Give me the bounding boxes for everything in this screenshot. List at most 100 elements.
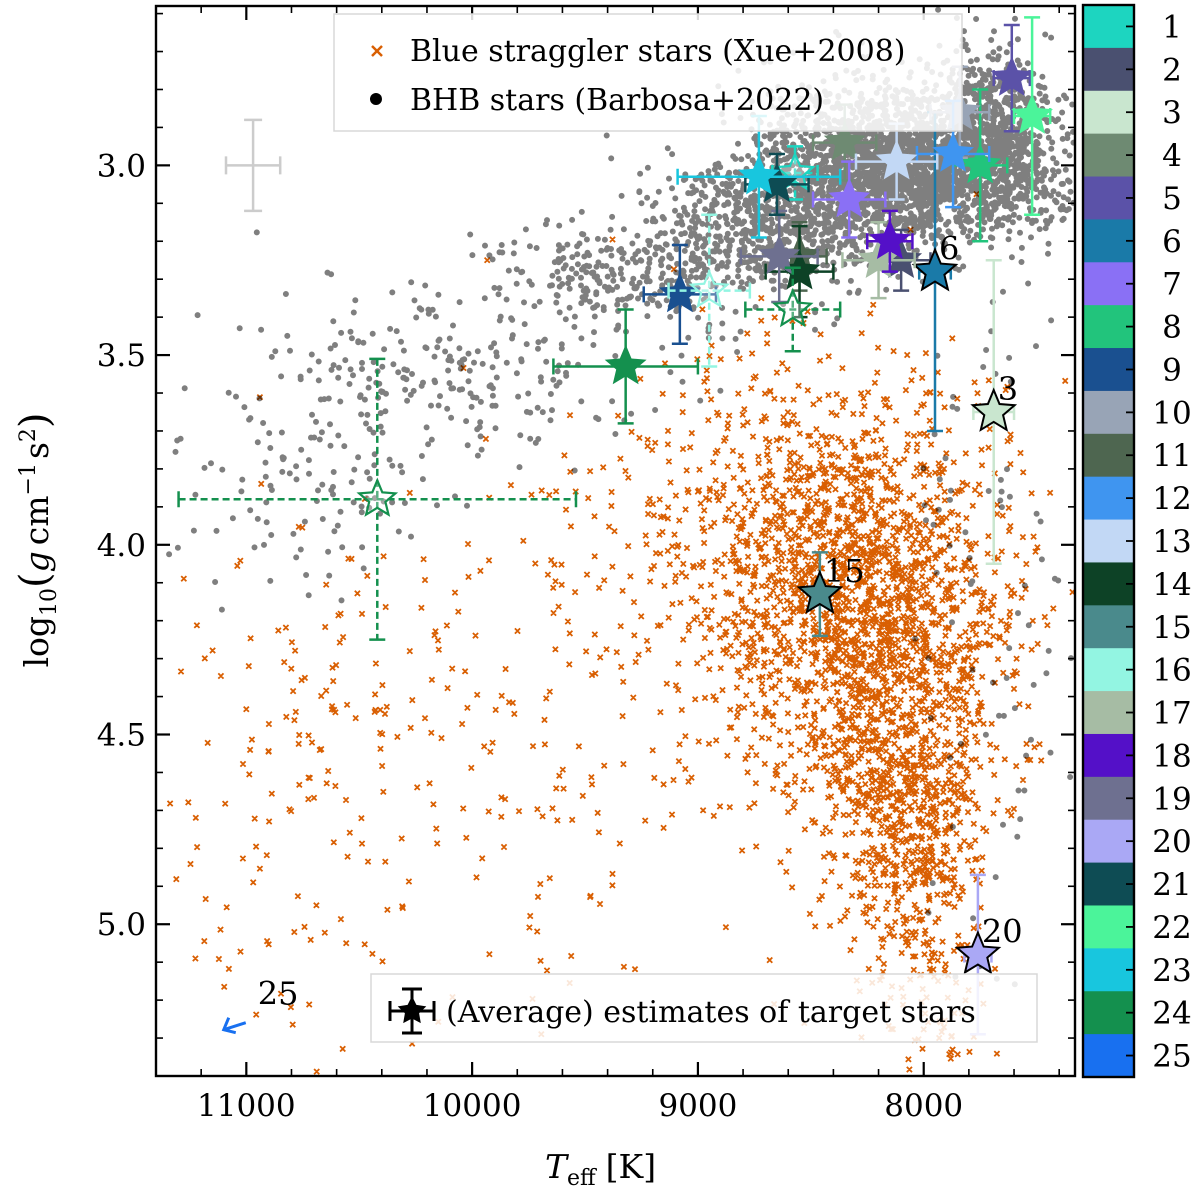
colorbar-label-3: 3: [1162, 95, 1182, 131]
legend-bhb-label: BHB stars (Barbosa+2022): [410, 83, 824, 118]
x-tick-label: 11000: [197, 1088, 296, 1124]
target-star-9: [642, 243, 718, 345]
target-star-12-marker: [932, 132, 974, 172]
legend-top-box: [333, 13, 963, 132]
colorbar-label-11: 11: [1152, 438, 1191, 474]
target-star-4-marker: [823, 120, 866, 161]
colorbar-label-24: 24: [1152, 996, 1191, 1032]
colorbar-swatch-20: [1083, 819, 1134, 864]
target-star-25-label: 25: [258, 975, 299, 1013]
bss-points: [166, 190, 1075, 1075]
target-star-24: [744, 266, 842, 353]
target-star-20: 20: [954, 873, 1023, 1036]
colorbar-swatch-9: [1083, 348, 1134, 392]
colorbar-label-19: 19: [1152, 781, 1191, 817]
target-star-13-marker: [875, 139, 918, 180]
colorbar-label-23: 23: [1152, 953, 1191, 989]
target-star-24: [552, 308, 700, 425]
colorbar-swatch-17: [1083, 691, 1134, 735]
colorbar-label-10: 10: [1152, 395, 1191, 431]
y-tick-label: 4.0: [97, 528, 146, 564]
y-tick-label: 5.0: [97, 907, 146, 943]
target-star-25-arrow: [221, 1017, 247, 1035]
legend-bhb-marker: [370, 93, 382, 105]
target-star-7-marker: [828, 177, 871, 218]
target-star-15-label: 15: [824, 552, 865, 590]
target-star-3: 3: [970, 258, 1018, 566]
target-star-20-marker: [954, 929, 1002, 975]
target-star-16: [667, 213, 752, 368]
colorbar-swatch-3: [1083, 90, 1134, 135]
target-star-15: 15: [796, 551, 865, 638]
colorbar-swatch-19: [1083, 776, 1134, 821]
target-star-22: [1011, 16, 1053, 216]
x-tick-label: 10000: [423, 1088, 522, 1124]
target-star-6-label: 6: [939, 230, 959, 268]
colorbar-swatch-23: [1083, 948, 1134, 992]
colorbar-label-14: 14: [1152, 567, 1191, 603]
colorbar-swatch-16: [1083, 648, 1134, 692]
colorbar-label-13: 13: [1152, 524, 1191, 560]
colorbar-swatch-25: [1083, 1034, 1134, 1078]
colorbar-swatch-5: [1083, 176, 1134, 220]
target-star-23-marker: [738, 154, 780, 195]
target-star-6: 6: [911, 110, 959, 433]
colorbar-label-12: 12: [1152, 481, 1191, 517]
target-star-18-marker: [868, 219, 911, 259]
colorbar-swatch-4: [1083, 133, 1134, 178]
legend-top: Blue straggler stars (Xue+2008) BHB star…: [333, 13, 963, 132]
colorbar-swatch-18: [1083, 733, 1134, 778]
x-axis-label: Teff [K]: [545, 1147, 656, 1191]
target-star-22-marker: [1011, 94, 1053, 134]
target-star-16-marker: [688, 268, 731, 309]
colorbar-label-5: 5: [1162, 181, 1182, 217]
reference-errorbar: [224, 118, 282, 213]
colorbar-label-25: 25: [1152, 1039, 1191, 1075]
legend-target-marker: [388, 987, 436, 1035]
target-star-3-marker: [970, 387, 1018, 432]
legend-target-label: (Average) estimates of target stars: [446, 995, 976, 1030]
x-tick-label: 8000: [884, 1088, 963, 1124]
target-star-9-marker: [658, 272, 701, 313]
plot-frame: [154, 4, 1077, 1078]
target-star-3-label: 3: [998, 370, 1018, 408]
legend-bss-marker: [371, 45, 383, 57]
target-star-24: [177, 357, 578, 641]
target-star-21-marker: [756, 162, 798, 203]
colorbar-swatch-15: [1083, 605, 1134, 649]
y-axis-label: log10(gcm−1s2): [12, 412, 62, 667]
bss-scatter: [166, 190, 1075, 1075]
legend-bottom: (Average) estimates of target stars: [370, 973, 1038, 1043]
colorbar-swatch-7: [1083, 262, 1134, 306]
colorbar-label-21: 21: [1152, 867, 1191, 903]
target-star-24-marker: [604, 344, 647, 385]
bhb-scatter: [166, 6, 1075, 988]
target-star-5-marker: [990, 56, 1033, 96]
plot-area: 3 6 15 20: [166, 6, 1075, 1075]
colorbar-swatch-8: [1083, 305, 1134, 349]
target-star-15-marker: [796, 569, 844, 615]
target-star-14-marker: [778, 249, 821, 290]
colorbar-swatch-13: [1083, 519, 1134, 563]
colorbar-swatch-2: [1083, 47, 1134, 92]
colorbar-swatch-11: [1083, 433, 1134, 478]
colorbar-label-8: 8: [1162, 310, 1182, 346]
colorbar-swatch-1: [1083, 5, 1134, 49]
target-stars: 3 6 15 20: [177, 16, 1053, 1036]
colorbar-label-22: 22: [1152, 910, 1191, 946]
colorbar-swatch-14: [1083, 562, 1134, 606]
colorbar-label-6: 6: [1162, 224, 1182, 260]
axis-ticks: 11000 10000 9000 8000 3.0 3.5 4.0 4.5 5.0: [97, 6, 1075, 1124]
x-tick-label: 9000: [658, 1088, 737, 1124]
colorbar-label-4: 4: [1162, 138, 1182, 174]
target-star-18: [866, 209, 914, 273]
y-tick-label: 3.0: [97, 148, 146, 184]
target-star-14: [764, 224, 835, 319]
target-star-24-marker: [356, 477, 399, 517]
colorbar-swatch-6: [1083, 219, 1134, 263]
target-star-24-marker: [771, 287, 814, 328]
colorbar-label-18: 18: [1152, 738, 1191, 774]
target-star-7: [811, 160, 887, 239]
colorbar-label-1: 1: [1162, 9, 1182, 45]
